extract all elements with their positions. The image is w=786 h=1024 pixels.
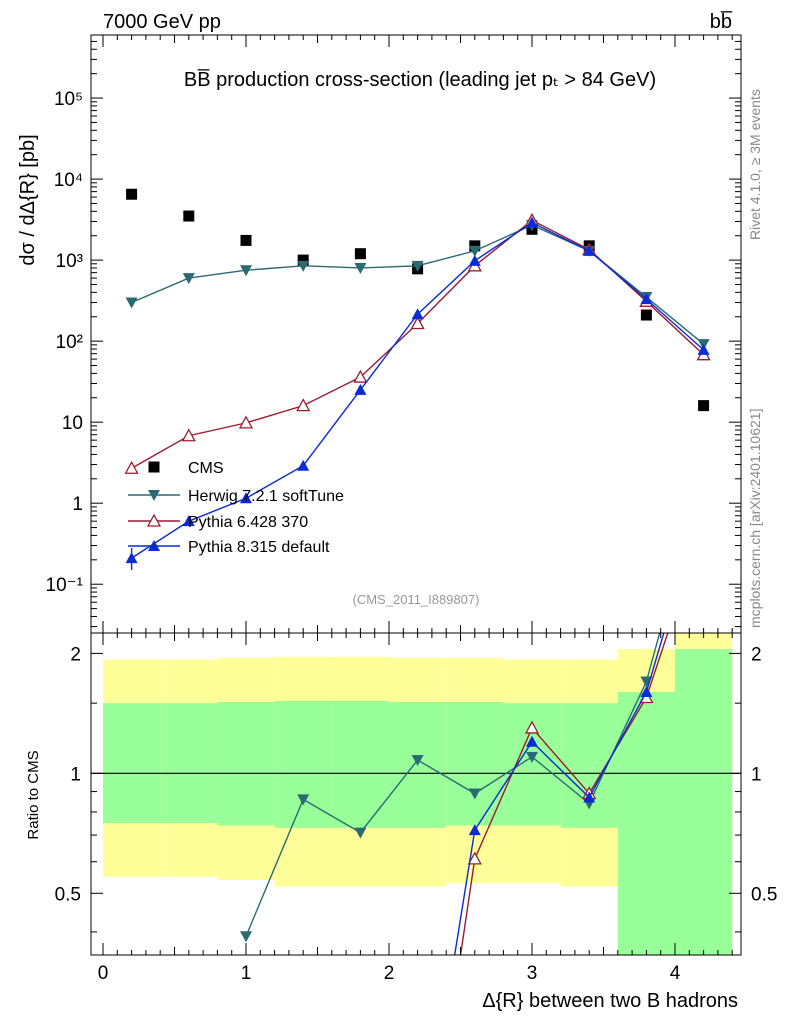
ratio-y-tick-label-right: 1: [751, 764, 762, 785]
main-axes: 10⁻¹ 1 10 10² 10³ 10⁴ 10⁵: [46, 35, 742, 633]
y-tick-label: 10⁻¹: [46, 575, 84, 596]
chart-title: BB̅ production cross-section (leading je…: [184, 68, 656, 91]
series-line-pythia-6-428-370: [132, 220, 704, 468]
data-point-pythia-8-315-default: [354, 384, 366, 395]
data-point-pythia-8-315-default: [126, 552, 138, 563]
legend-label-herwig-7-2-1-softtune: Herwig 7.2.1 softTune: [188, 488, 344, 505]
ratio-y-tick-label: 1: [70, 764, 81, 785]
band-inner: [675, 649, 732, 960]
band-inner: [160, 703, 217, 823]
data-point-cms: [126, 189, 137, 200]
band-inner: [217, 702, 274, 825]
y-tick-label: 1: [72, 494, 83, 515]
y-tick-label: 10³: [56, 251, 83, 272]
legend-label-pythia-8-315-default: Pythia 8.315 default: [188, 539, 330, 556]
figure: 7000 GeV pp bb̅ Rivet 4.1.0, ≥ 3M events…: [0, 0, 786, 1024]
y-tick-label: 10⁵: [54, 89, 83, 110]
data-point-cms: [355, 248, 366, 259]
x-tick-label: 2: [384, 963, 395, 984]
band-inner: [332, 701, 389, 828]
y-tick-label: 10²: [56, 332, 83, 353]
ratio-y-label: Ratio to CMS: [25, 750, 42, 839]
x-tick-label: 0: [98, 963, 109, 984]
data-point-cms: [641, 310, 652, 321]
data-point-herwig-7-2-1-softtune: [126, 297, 138, 308]
legend-label-cms: CMS: [188, 460, 224, 477]
band-inner: [103, 703, 160, 823]
y-tick-label: 10: [62, 413, 83, 434]
y-tick-label: 10⁴: [54, 170, 83, 191]
data-point-cms: [241, 235, 252, 246]
header-left: 7000 GeV pp: [103, 11, 221, 33]
data-point-cms: [698, 400, 709, 411]
data-point-herwig-7-2-1-softtune: [183, 273, 195, 284]
legend: CMS Herwig 7.2.1 softTune Pythia 6.428 370…: [128, 460, 344, 556]
header-right: bb̅: [710, 10, 733, 33]
ratio-y-tick-label-right: 0.5: [751, 884, 777, 905]
x-tick-label: 4: [670, 963, 681, 984]
legend-label-pythia-6-428-370: Pythia 6.428 370: [188, 514, 308, 531]
ratio-y-tick-label: 2: [70, 644, 81, 665]
data-point-pythia-8-315-default: [469, 255, 481, 266]
band-inner: [446, 702, 503, 825]
data-point-cms: [183, 211, 194, 222]
data-point-pythia-6-428-370: [126, 462, 138, 473]
data-point-pythia-6-428-370: [297, 400, 309, 411]
ratio-y-tick-label-right: 2: [751, 644, 762, 665]
mcplots-label: mcplots.cern.ch [arXiv:2401.10621]: [747, 409, 763, 628]
band-inner: [275, 701, 332, 828]
data-point-pythia-6-428-370: [240, 417, 252, 428]
x-tick-label: 3: [527, 963, 538, 984]
ratio-y-tick-label: 0.5: [55, 884, 81, 905]
main-panel: 10⁻¹ 1 10 10² 10³ 10⁴ 10⁵ BB̅ production cross…: [17, 35, 741, 633]
analysis-id: (CMS_2011_I889807): [353, 592, 480, 607]
ratio-point-herwig-7-2-1-softtune: [240, 931, 252, 942]
rivet-label: Rivet 4.1.0, ≥ 3M events: [747, 89, 763, 240]
y-axis-label: dσ / dΔ{R} [pb]: [17, 134, 39, 265]
legend-marker-cms: [149, 462, 160, 473]
x-axis-label: Δ{R} between two B hadrons: [482, 990, 738, 1012]
x-tick-label: 1: [241, 963, 252, 984]
data-point-pythia-8-315-default: [297, 460, 309, 471]
ratio-panel: 0.5 0.5 1 1 2 2 0 1 2 3 4 Ratio to CMS Δ{R} betwee…: [25, 472, 777, 1024]
main-marks: [126, 189, 710, 570]
